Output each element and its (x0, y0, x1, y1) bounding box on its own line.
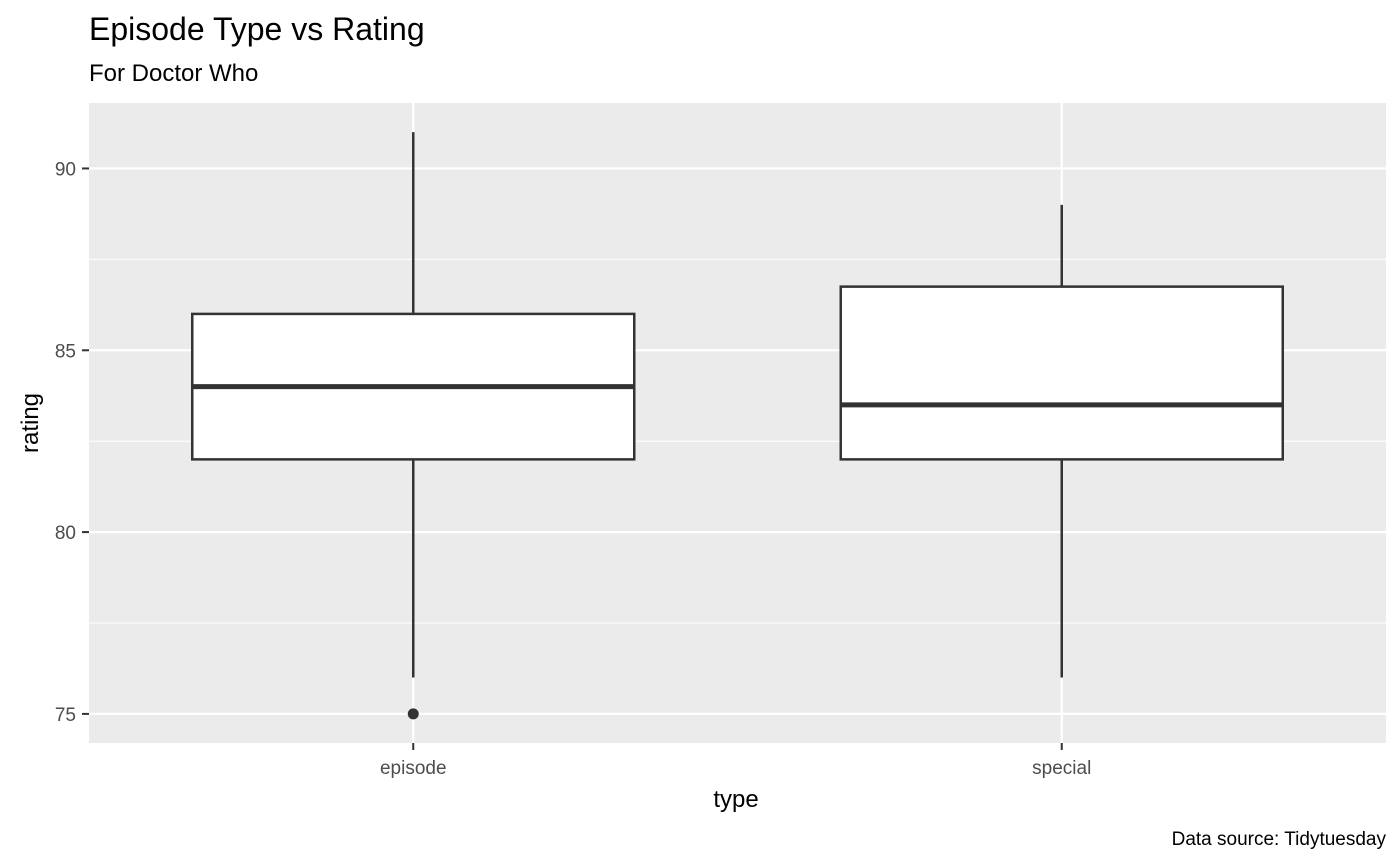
boxes (191, 132, 1284, 720)
box-special (839, 204, 1284, 678)
y-axis-title: rating (17, 393, 44, 453)
x-tick-label: special (1032, 758, 1091, 779)
x-axis: episode special (380, 743, 1091, 779)
y-tick-label: 75 (55, 705, 76, 726)
x-tick-label: episode (380, 758, 447, 779)
y-tick-label: 80 (55, 523, 76, 544)
iqr-box (839, 285, 1284, 461)
outlier-point (407, 708, 419, 720)
chart-caption: Data source: Tidytuesday (1172, 829, 1387, 850)
y-tick-label: 85 (55, 341, 76, 362)
y-tick-label: 90 (55, 159, 76, 180)
chart-subtitle: For Doctor Who (89, 60, 258, 87)
box-episode (191, 132, 636, 720)
y-axis: 75 80 85 90 (55, 159, 89, 726)
chart-title: Episode Type vs Rating (89, 11, 425, 47)
x-axis-title: type (713, 786, 758, 813)
